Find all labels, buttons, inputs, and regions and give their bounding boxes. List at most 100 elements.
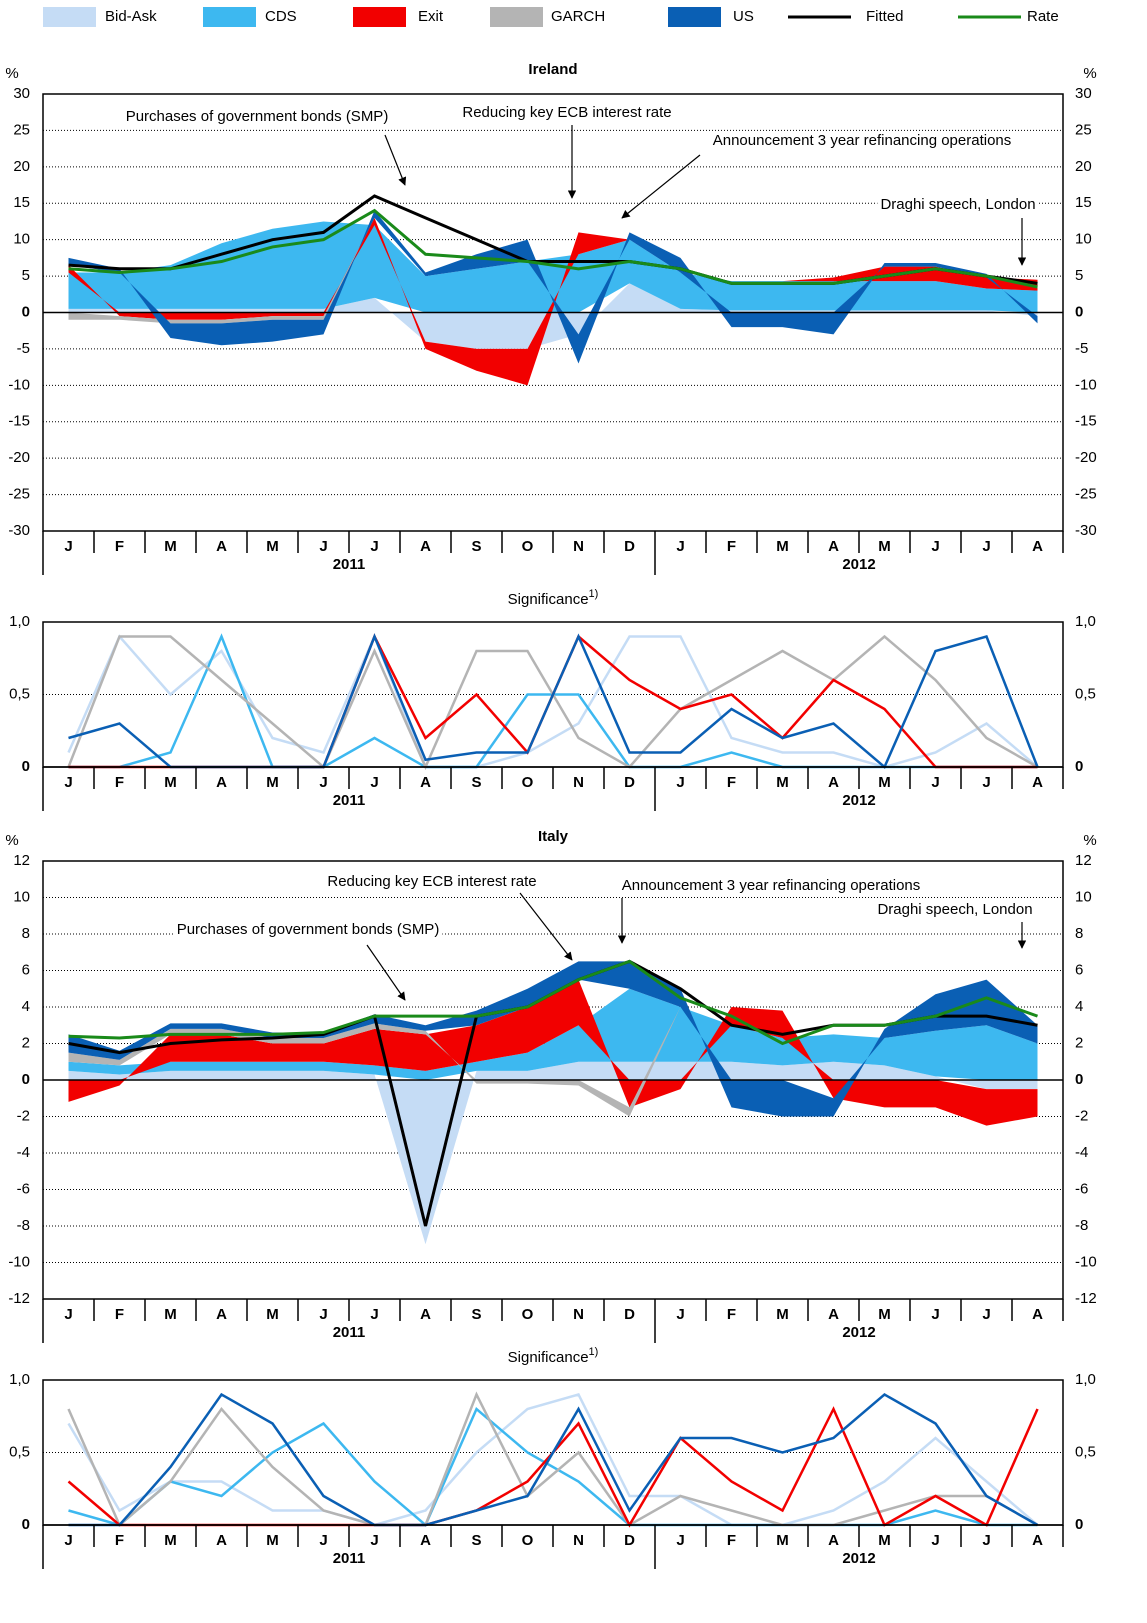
legend-label: Fitted [866, 8, 904, 25]
annotation: Reducing key ECB interest rate [462, 104, 671, 121]
panel-title: Italy [538, 828, 569, 845]
panel-title: Significance1) [508, 588, 599, 608]
y-tick-label: 25 [13, 121, 30, 138]
line [68, 959, 1039, 1046]
y-tick-label: -30 [8, 522, 30, 539]
y-tick-label-right: 0,5 [1075, 1443, 1096, 1460]
panel: Significance1) 0 0 0,5 0,5 1,0 1,0 J F M A M J J A S O N D… [9, 588, 1096, 811]
x-tick-label: J [370, 1532, 378, 1549]
x-tick-label: D [624, 538, 635, 555]
y-tick-label-right: 6 [1075, 961, 1083, 978]
x-tick-label: M [164, 1306, 177, 1323]
x-tick-label: O [522, 1306, 534, 1323]
x-tick-label: M [266, 538, 279, 555]
x-tick-label: S [471, 1306, 481, 1323]
y-tick-label-right: -5 [1075, 340, 1088, 357]
y-tick-label-right: 10 [1075, 231, 1092, 248]
x-tick-label: O [522, 1532, 534, 1549]
panel-title: Ireland [528, 61, 577, 78]
y-tick-label-right: -4 [1075, 1144, 1088, 1161]
x-tick-label: A [828, 774, 839, 791]
y-tick-label: -5 [17, 340, 30, 357]
x-tick-label: M [776, 538, 789, 555]
x-tick-label: J [64, 1306, 72, 1323]
x-tick-label: A [1032, 774, 1043, 791]
x-tick-label: J [319, 1306, 327, 1323]
legend-label: Rate [1027, 8, 1059, 25]
y-tick-label: 0 [22, 303, 30, 320]
y-tick-label: -10 [8, 376, 30, 393]
x-tick-label: J [64, 1532, 72, 1549]
x-tick-label: S [471, 538, 481, 555]
annotation-arrow [384, 134, 407, 186]
y-tick-label-right: 8 [1075, 925, 1083, 942]
line [68, 1392, 1039, 1527]
annotation-bg [122, 106, 392, 126]
legend-swatch [490, 7, 543, 27]
y-tick-label-right: 0,5 [1075, 685, 1096, 702]
annotation-bg [874, 899, 1036, 919]
y-tick-label-right: -10 [1075, 1253, 1097, 1270]
annotation-arrow [366, 944, 406, 1001]
y-tick-label: 30 [13, 85, 30, 102]
y-tick-label-right: 0 [1075, 1516, 1083, 1533]
x-tick-label: J [370, 538, 378, 555]
y-tick-label-right: 12 [1075, 852, 1092, 869]
y-tick-label: 0 [22, 1071, 30, 1088]
y-tick-label: -2 [17, 1107, 30, 1124]
annotation: Purchases of government bonds (SMP) [126, 108, 389, 125]
x-tick-label: A [216, 1306, 227, 1323]
x-tick-label: A [420, 1306, 431, 1323]
area [68, 988, 1038, 1080]
x-tick-label: S [471, 1532, 481, 1549]
x-tick-label: J [676, 538, 684, 555]
legend-label: Exit [418, 8, 444, 25]
y-tick-label-right: -15 [1075, 413, 1097, 430]
x-tick-label: N [573, 1532, 584, 1549]
annotation-bg [459, 102, 675, 122]
x-tick-label: F [115, 774, 124, 791]
x-tick-label: A [1032, 1306, 1043, 1323]
y-tick-label: 0,5 [9, 1443, 30, 1460]
y-tick-label: 2 [22, 1034, 30, 1051]
y-tick-label-right: -6 [1075, 1180, 1088, 1197]
x-tick-label: M [164, 538, 177, 555]
x-tick-label: J [319, 538, 327, 555]
x-tick-label: M [776, 1306, 789, 1323]
x-tick-label: A [828, 1306, 839, 1323]
area [68, 210, 1038, 364]
year-label: 2012 [842, 792, 875, 809]
annotation: Announcement 3 year refinancing operatio… [713, 132, 1012, 149]
y-tick-label-right: 2 [1075, 1034, 1083, 1051]
y-tick-label: 0,5 [9, 685, 30, 702]
y-tick-label: 15 [13, 194, 30, 211]
x-tick-label: A [420, 1532, 431, 1549]
y-tick-label-right: 10 [1075, 888, 1092, 905]
annotation-arrow [519, 892, 573, 961]
y-tick-label-right: -12 [1075, 1290, 1097, 1307]
legend-swatch [43, 7, 96, 27]
x-tick-label: J [982, 538, 990, 555]
x-tick-label: A [420, 774, 431, 791]
annotation: Reducing key ECB interest rate [327, 873, 536, 890]
year-label: 2011 [333, 556, 366, 573]
x-tick-label: F [727, 538, 736, 555]
x-tick-label: F [115, 1306, 124, 1323]
annotation-bg [618, 875, 924, 895]
legend-label: US [733, 8, 754, 25]
x-tick-label: O [522, 774, 534, 791]
y-tick-label: 5 [22, 267, 30, 284]
x-tick-label: J [931, 774, 939, 791]
annotation: Purchases of government bonds (SMP) [177, 921, 440, 938]
annotation-bg [324, 871, 540, 891]
panel-title-note: 1) [589, 588, 599, 600]
year-label: 2012 [842, 1324, 875, 1341]
y-tick-label-right: 25 [1075, 121, 1092, 138]
annotation-bg [173, 919, 443, 939]
x-tick-label: F [115, 1532, 124, 1549]
y-tick-label: -10 [8, 1253, 30, 1270]
y-tick-label-right: 0 [1075, 758, 1083, 775]
y-unit: % [1083, 65, 1096, 82]
x-tick-label: J [676, 1532, 684, 1549]
x-tick-label: M [776, 774, 789, 791]
